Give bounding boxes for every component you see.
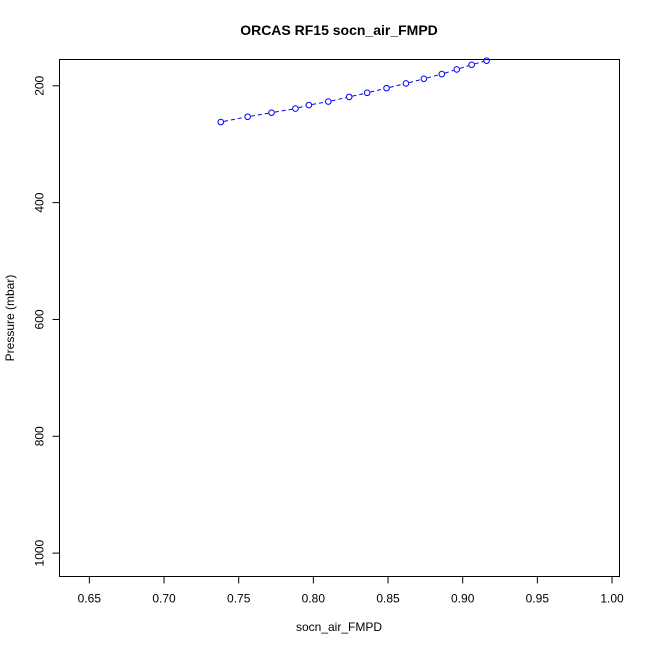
y-axis-label: Pressure (mbar) <box>3 275 17 362</box>
x-tick-label: 0.80 <box>302 592 326 606</box>
series-line-segment <box>474 61 484 65</box>
data-point <box>483 57 490 64</box>
data-point <box>217 118 225 126</box>
x-axis: 0.65 0.70 0.75 0.80 0.85 0.90 0.95 1.00 <box>78 576 624 606</box>
data-point <box>468 61 475 69</box>
data-point <box>292 105 299 112</box>
series-line-segment <box>352 93 365 97</box>
series-line-segment <box>274 108 293 113</box>
series-line-segment <box>298 105 306 109</box>
data-point <box>420 75 428 83</box>
x-tick-label: 0.85 <box>376 592 400 606</box>
x-tick-label: 0.70 <box>152 592 176 606</box>
series-line-segment <box>426 74 439 79</box>
data-point <box>363 89 371 97</box>
series-line-segment <box>389 83 403 88</box>
data-point <box>305 101 313 109</box>
data-point <box>325 98 332 105</box>
series-line-segment <box>370 88 384 93</box>
series-line-segment <box>444 69 454 74</box>
x-axis-label: socn_air_FMPD <box>296 620 382 634</box>
series-line-segment <box>409 79 421 84</box>
series-layer <box>217 57 490 126</box>
data-point <box>345 93 353 101</box>
data-point <box>383 84 390 92</box>
x-tick-label: 0.65 <box>78 592 102 606</box>
data-point <box>453 66 461 73</box>
data-series <box>217 57 490 126</box>
x-tick-label: 0.90 <box>451 592 475 606</box>
data-point <box>402 80 410 87</box>
y-tick-label: 400 <box>33 192 47 212</box>
x-tick-label: 1.00 <box>600 592 624 606</box>
x-tick-label: 0.75 <box>227 592 251 606</box>
chart-title: ORCAS RF15 socn_air_FMPD <box>240 22 438 38</box>
series-line-segment <box>250 112 269 117</box>
y-tick-label: 200 <box>33 75 47 95</box>
plot-frame <box>59 59 620 577</box>
series-line-segment <box>331 97 347 102</box>
y-tick-label: 600 <box>33 309 47 329</box>
series-line-segment <box>312 101 326 105</box>
data-point <box>244 113 251 121</box>
data-point <box>268 109 275 116</box>
x-tick-label: 0.95 <box>526 592 550 606</box>
y-tick-label: 1000 <box>33 539 47 566</box>
y-axis: 200 400 600 800 1000 <box>33 75 60 566</box>
series-line-segment <box>223 116 245 122</box>
series-line-segment <box>459 65 469 69</box>
y-tick-label: 800 <box>33 426 47 446</box>
data-point <box>438 70 446 78</box>
